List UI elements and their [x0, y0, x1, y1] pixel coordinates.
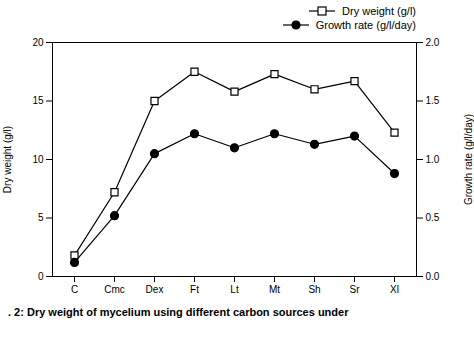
svg-text:0.5: 0.5 [426, 212, 440, 223]
svg-text:10: 10 [32, 154, 44, 165]
svg-text:Sr: Sr [350, 284, 361, 295]
html-text:. 2: Dry weight of mycelium us: . 2: Dry weight of mycelium using differ… [8, 306, 349, 318]
html-text:Dry weight (g/l): Dry weight (g/l) [342, 5, 416, 17]
svg-text:Lt: Lt [230, 284, 239, 295]
svg-text:0.0: 0.0 [426, 271, 440, 282]
svg-text:1.5: 1.5 [426, 95, 440, 106]
svg-text:5: 5 [38, 212, 44, 223]
svg-text:Cmc: Cmc [104, 284, 125, 295]
svg-text:2.0: 2.0 [426, 37, 440, 48]
svg-text:C: C [71, 284, 78, 295]
svg-text:1.0: 1.0 [426, 154, 440, 165]
svg-text:Mt: Mt [269, 284, 280, 295]
svg-text:Sh: Sh [308, 284, 320, 295]
svg-text:Ft: Ft [190, 284, 199, 295]
svg-text:20: 20 [32, 37, 44, 48]
svg-text:0: 0 [38, 271, 44, 282]
svg-text:Dex: Dex [146, 284, 164, 295]
html-text:Growth rate (g/l/day): Growth rate (g/l/day) [315, 19, 416, 31]
svg-text:Dry weight (g/l): Dry weight (g/l) [2, 126, 13, 193]
svg-text:Growth rate (g/l/day): Growth rate (g/l/day) [463, 114, 474, 205]
svg-text:15: 15 [32, 95, 44, 106]
svg-text:Xl: Xl [390, 284, 399, 295]
